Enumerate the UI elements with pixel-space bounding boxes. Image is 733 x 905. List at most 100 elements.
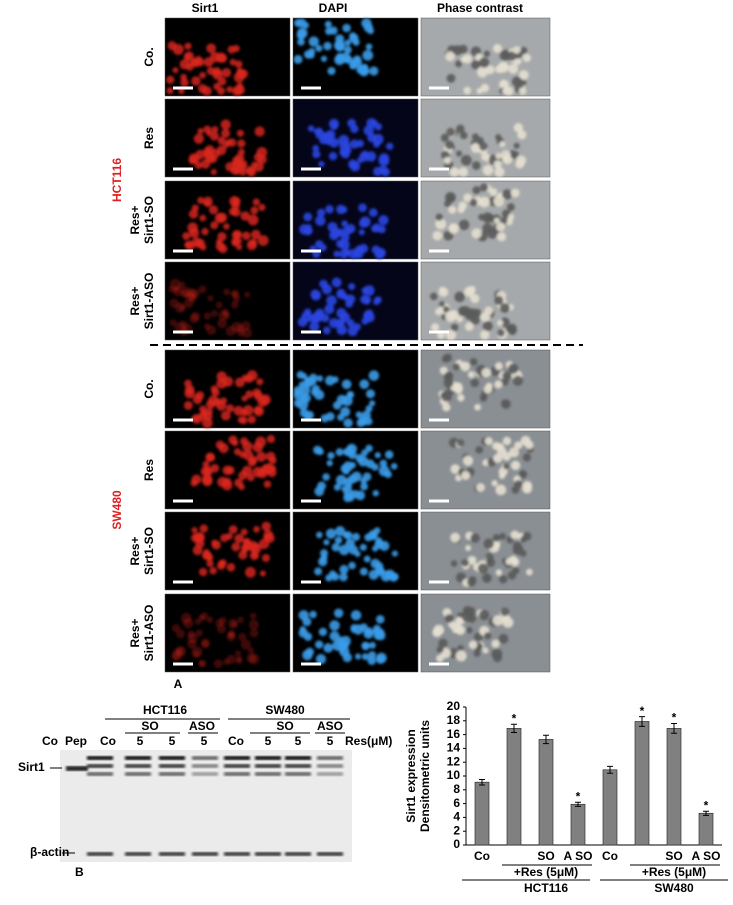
significance-marker: * bbox=[512, 711, 517, 725]
cell bbox=[258, 538, 270, 550]
cell bbox=[522, 531, 532, 541]
cells bbox=[444, 43, 531, 96]
cell bbox=[458, 167, 469, 177]
cell bbox=[210, 385, 219, 393]
band bbox=[224, 772, 250, 776]
actin-band bbox=[317, 852, 343, 856]
micrograph bbox=[420, 98, 551, 178]
cell bbox=[348, 248, 359, 260]
actin-band bbox=[125, 852, 151, 856]
cell bbox=[510, 460, 521, 471]
band bbox=[224, 756, 250, 760]
cell bbox=[228, 435, 238, 445]
cell bbox=[323, 643, 333, 653]
cell bbox=[220, 410, 231, 421]
cell bbox=[472, 186, 481, 195]
cell-line-label: HCT116 bbox=[110, 158, 124, 202]
cell bbox=[215, 619, 224, 628]
row-label: Co. bbox=[142, 379, 156, 398]
cell bbox=[308, 36, 319, 47]
cell bbox=[333, 250, 341, 258]
y-tick-label: 2 bbox=[453, 823, 460, 837]
cell bbox=[362, 49, 374, 61]
cell bbox=[518, 70, 529, 80]
cell bbox=[227, 45, 236, 54]
band bbox=[192, 772, 218, 776]
band bbox=[255, 772, 281, 776]
treatment-label: +Res (5μM) bbox=[514, 865, 578, 879]
cell bbox=[202, 417, 213, 429]
cells bbox=[293, 370, 380, 428]
lane-label: 5 bbox=[327, 734, 334, 748]
cell bbox=[195, 538, 205, 549]
cell bbox=[501, 399, 509, 407]
cell bbox=[342, 226, 352, 236]
cell bbox=[465, 310, 476, 321]
cell bbox=[331, 277, 342, 288]
cell bbox=[331, 572, 340, 581]
cell bbox=[475, 445, 484, 454]
cell bbox=[342, 23, 351, 33]
cell bbox=[302, 617, 312, 627]
cell bbox=[429, 292, 438, 301]
cell bbox=[199, 244, 207, 251]
cell bbox=[345, 538, 355, 549]
cell bbox=[358, 203, 367, 212]
cell bbox=[450, 560, 458, 567]
cell bbox=[495, 152, 502, 160]
cell bbox=[349, 161, 361, 172]
cell bbox=[514, 441, 523, 450]
row-label: Res+ bbox=[128, 618, 142, 647]
bar bbox=[538, 739, 554, 846]
cells bbox=[299, 203, 389, 260]
cell bbox=[371, 225, 379, 233]
cell bbox=[456, 439, 465, 447]
cell bbox=[444, 614, 454, 623]
cell bbox=[449, 167, 460, 177]
cell bbox=[263, 534, 270, 541]
cell bbox=[494, 380, 503, 389]
cell bbox=[231, 542, 241, 552]
cell bbox=[200, 466, 211, 477]
cells bbox=[168, 278, 253, 338]
cell bbox=[445, 140, 454, 150]
x-tick-label: Co bbox=[602, 849, 618, 863]
cell bbox=[324, 375, 336, 386]
group-label: HCT116 bbox=[524, 881, 568, 895]
cell bbox=[316, 531, 323, 539]
cell bbox=[482, 164, 494, 176]
cell bbox=[298, 628, 309, 638]
band bbox=[87, 764, 113, 768]
band bbox=[255, 764, 281, 768]
cell bbox=[191, 204, 199, 212]
cell bbox=[234, 60, 243, 69]
cell bbox=[376, 652, 387, 664]
x-tick-label: A SO bbox=[692, 849, 721, 863]
cell bbox=[338, 544, 350, 556]
cell bbox=[223, 141, 230, 149]
cell bbox=[497, 328, 505, 337]
cells bbox=[182, 195, 269, 254]
cell bbox=[513, 142, 520, 149]
cell bbox=[237, 139, 246, 148]
cell bbox=[200, 638, 210, 648]
cells bbox=[297, 277, 382, 337]
cell bbox=[215, 52, 227, 63]
lane-label: Pep bbox=[65, 734, 87, 748]
cell bbox=[355, 453, 365, 463]
cell bbox=[252, 198, 261, 206]
cell bbox=[511, 485, 520, 494]
cell bbox=[494, 166, 505, 178]
cell bbox=[310, 289, 320, 299]
cell bbox=[336, 239, 345, 248]
cell bbox=[458, 219, 470, 231]
cell bbox=[167, 41, 177, 51]
cell bbox=[365, 389, 376, 399]
y-axis-title: Sirt1 expression bbox=[404, 729, 418, 822]
cell bbox=[444, 371, 454, 381]
band bbox=[285, 756, 311, 760]
cell bbox=[368, 370, 380, 381]
cell bbox=[192, 394, 203, 405]
cell bbox=[293, 390, 303, 400]
